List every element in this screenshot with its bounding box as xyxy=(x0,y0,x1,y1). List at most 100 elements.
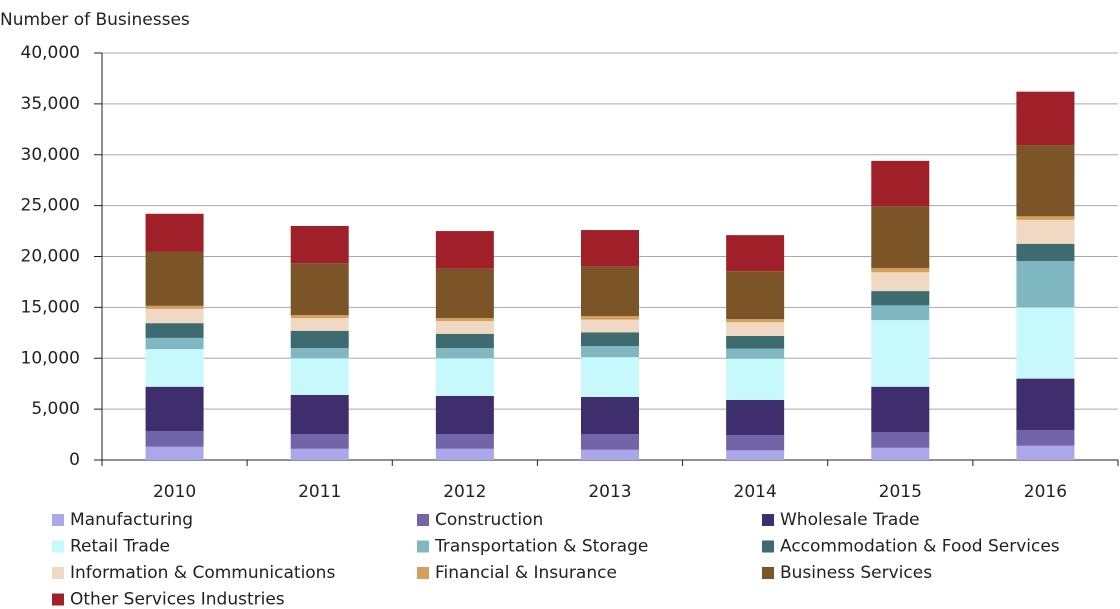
bar-segment xyxy=(145,305,204,309)
bar-segment xyxy=(290,358,349,395)
legend-swatch xyxy=(417,514,429,526)
x-tick-label: 2013 xyxy=(588,482,631,502)
bar-segment xyxy=(145,308,204,324)
bar-segment xyxy=(581,357,639,397)
bar-segment xyxy=(435,395,494,435)
legend-swatch xyxy=(52,567,64,579)
bar-segment xyxy=(726,319,785,323)
bar-segment xyxy=(581,449,639,460)
legend-swatch xyxy=(52,514,64,526)
bar-segment xyxy=(1016,91,1075,146)
bar-segment xyxy=(726,271,785,320)
y-tick-label: 40,000 xyxy=(21,43,80,63)
legend-label: Information & Communications xyxy=(70,563,335,583)
bar-segment xyxy=(1016,445,1075,460)
y-tick-label: 0 xyxy=(69,450,80,470)
bar-segment xyxy=(1016,307,1075,379)
bar-segment xyxy=(581,319,639,333)
bar-segment xyxy=(435,448,494,460)
bar-segment xyxy=(581,434,639,450)
bar-segment xyxy=(871,206,930,269)
y-tick-label: 5,000 xyxy=(31,399,80,419)
x-tick-label: 2010 xyxy=(153,482,196,502)
bar-segment xyxy=(1016,145,1075,217)
bar-segment xyxy=(290,394,349,435)
legend-label: Business Services xyxy=(780,563,932,583)
bar-segment xyxy=(435,231,494,269)
legend-swatch xyxy=(762,540,774,553)
bar-segment xyxy=(871,320,930,387)
legend-label: Retail Trade xyxy=(70,537,170,557)
bar-segment xyxy=(871,160,930,207)
x-tick-label: 2015 xyxy=(879,482,922,502)
bar-segment xyxy=(871,305,930,321)
bar-segment xyxy=(871,386,930,433)
legend-label: Construction xyxy=(435,510,543,530)
bar-segment xyxy=(145,386,204,432)
bar-segment xyxy=(435,348,494,359)
y-axis-label: Number of Businesses xyxy=(0,10,190,30)
bar-segment xyxy=(435,318,494,322)
bar-segment xyxy=(871,268,930,273)
bar-segment xyxy=(581,316,639,320)
bar-segment xyxy=(435,358,494,396)
legend-swatch xyxy=(52,540,64,553)
bar-segment xyxy=(726,322,785,336)
bar-segment xyxy=(726,399,785,436)
bar-segment xyxy=(1016,243,1075,262)
x-tick-label: 2012 xyxy=(443,482,486,502)
bar-segment xyxy=(726,348,785,359)
bar-segment xyxy=(871,447,930,460)
bar-segment xyxy=(145,323,204,338)
y-tick-label: 10,000 xyxy=(21,348,80,368)
bar-segment xyxy=(435,321,494,334)
bar-segment xyxy=(145,349,204,387)
x-tick-label: 2016 xyxy=(1024,482,1067,502)
bar-segment xyxy=(290,448,349,460)
bar-segment xyxy=(726,335,785,349)
bar-segment xyxy=(290,263,349,316)
x-tick-label: 2011 xyxy=(298,482,341,502)
y-tick-label: 25,000 xyxy=(21,196,80,216)
bar-segment xyxy=(726,435,785,451)
legend-label: Transportation & Storage xyxy=(434,537,648,557)
legend-swatch xyxy=(762,514,774,526)
y-tick-label: 20,000 xyxy=(21,247,80,267)
bar-segment xyxy=(290,434,349,449)
bar-segment xyxy=(435,434,494,449)
y-tick-label: 15,000 xyxy=(21,297,80,317)
bar-segment xyxy=(1016,429,1075,446)
bar-segment xyxy=(145,337,204,350)
x-tick-label: 2014 xyxy=(734,482,777,502)
bar-segment xyxy=(145,431,204,447)
bar-segment xyxy=(145,446,204,460)
y-tick-label: 30,000 xyxy=(21,145,80,165)
bar-segment xyxy=(1016,378,1075,430)
legend-swatch xyxy=(762,567,774,579)
bar-segment xyxy=(726,235,785,272)
legend-label: Wholesale Trade xyxy=(780,510,920,530)
bar-segment xyxy=(1016,219,1075,244)
bar-segment xyxy=(290,318,349,331)
bar-segment xyxy=(581,396,639,435)
legend-swatch xyxy=(417,567,429,579)
legend-label: Manufacturing xyxy=(70,510,193,530)
bar-segment xyxy=(581,346,639,358)
bar-segment xyxy=(290,330,349,349)
bar-segment xyxy=(871,272,930,292)
y-tick-label: 35,000 xyxy=(21,94,80,114)
bar-segment xyxy=(581,266,639,317)
bar-segment xyxy=(145,213,204,252)
bar-segment xyxy=(726,450,785,460)
bar-segment xyxy=(435,268,494,319)
legend-label: Other Services Industries xyxy=(70,590,285,609)
bar-segment xyxy=(726,358,785,400)
bar-segment xyxy=(581,332,639,347)
bar-segment xyxy=(435,333,494,349)
bar-segment xyxy=(290,315,349,319)
legend-label: Financial & Insurance xyxy=(435,563,617,583)
bar-segment xyxy=(581,230,639,267)
legend-label: Accommodation & Food Services xyxy=(780,537,1060,557)
bar-segment xyxy=(1016,261,1075,308)
